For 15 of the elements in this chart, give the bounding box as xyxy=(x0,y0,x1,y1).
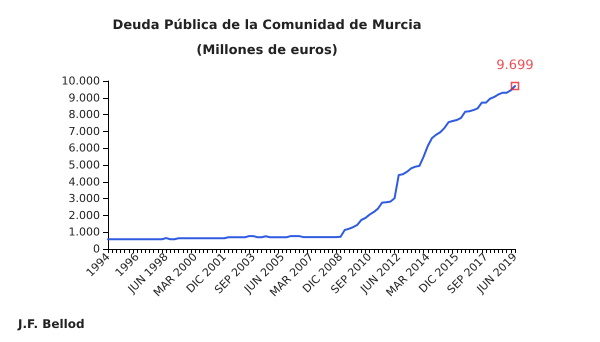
y-tick-label: 4.000 xyxy=(68,175,100,188)
text: J.F. Bellod xyxy=(17,317,85,331)
y-tick-label: 7.000 xyxy=(68,124,100,138)
y-tick-label: 1.000 xyxy=(68,226,100,239)
y-tick-label: 3.000 xyxy=(68,192,100,206)
y-tick-label: 9.000 xyxy=(68,91,100,104)
y-tick-label: 6.000 xyxy=(68,142,100,155)
data-label: 9.699 xyxy=(496,58,534,73)
y-tick-label: 5.000 xyxy=(68,158,100,172)
y-tick-label: 0 xyxy=(93,242,100,256)
y-tick-label: 10.000 xyxy=(62,74,100,88)
chart-title: Deuda Pública de la Comunidad de Murcia xyxy=(112,18,422,33)
chart-subtitle: (Millones de euros) xyxy=(196,43,338,58)
y-tick-label: 2.000 xyxy=(68,208,100,222)
y-tick-label: 8.000 xyxy=(68,108,100,122)
